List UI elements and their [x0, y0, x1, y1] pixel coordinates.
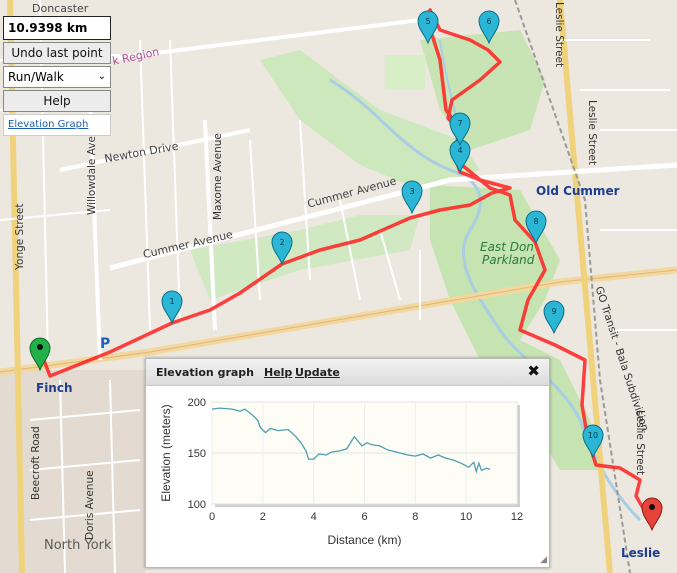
elevation-window-header[interactable]: Elevation graph Help Update ✖: [146, 359, 549, 386]
chevron-down-icon: ⌄: [97, 71, 106, 82]
rail-line: [514, 0, 631, 573]
park-area: [430, 185, 600, 470]
activity-mode-select[interactable]: Run/Walk ⌄: [3, 66, 111, 88]
x-tick-label: 4: [311, 511, 317, 523]
road-leslie: [557, 0, 613, 573]
control-panel: 10.9398 km Undo last point Run/Walk ⌄ He…: [3, 16, 111, 136]
elevation-help-link[interactable]: Help: [264, 366, 293, 379]
activity-mode-value: Run/Walk: [8, 70, 64, 84]
plot-shadow: [517, 405, 520, 507]
elevation-graph-link-box: Elevation Graph: [3, 114, 111, 136]
x-tick-label: 8: [412, 511, 418, 523]
road-finch-edge: [0, 269, 677, 373]
x-axis-label: Distance (km): [327, 533, 401, 547]
road-maxome: [203, 119, 217, 331]
help-button[interactable]: Help: [3, 90, 111, 112]
elevation-graph-link[interactable]: Elevation Graph: [8, 119, 89, 130]
y-tick-label: 150: [188, 448, 206, 460]
x-tick-label: 6: [361, 511, 367, 523]
undo-last-point-button[interactable]: Undo last point: [3, 42, 111, 64]
road-cummer: [109, 162, 677, 271]
park-area: [190, 215, 420, 300]
elevation-window-title: Elevation graph: [156, 366, 255, 379]
y-tick-label: 100: [188, 499, 206, 511]
y-axis-label: Elevation (meters): [159, 404, 173, 501]
road-willowdale: [88, 99, 102, 361]
elevation-window: Elevation graph Help Update ✖ 100 150 200 0…: [145, 358, 550, 568]
resize-handle-icon[interactable]: ◢: [540, 555, 547, 565]
close-icon[interactable]: ✖: [527, 362, 540, 380]
x-tick-label: 0: [209, 511, 215, 523]
elevation-update-link[interactable]: Update: [295, 366, 340, 379]
distance-readout: 10.9398 km: [3, 16, 111, 40]
elevation-series-line: [211, 407, 491, 474]
plot-shadow: [215, 504, 520, 507]
x-tick-label: 10: [460, 511, 472, 523]
road-north: [99, 18, 421, 62]
y-tick-label: 200: [188, 397, 206, 409]
x-tick-label: 12: [511, 511, 523, 523]
route-line: [38, 8, 652, 521]
elevation-chart: 100 150 200 0 2 4 6 8 10 12 Distance (km) Elevation…: [159, 397, 523, 547]
x-tick-label: 2: [260, 511, 266, 523]
park-area: [260, 50, 480, 190]
